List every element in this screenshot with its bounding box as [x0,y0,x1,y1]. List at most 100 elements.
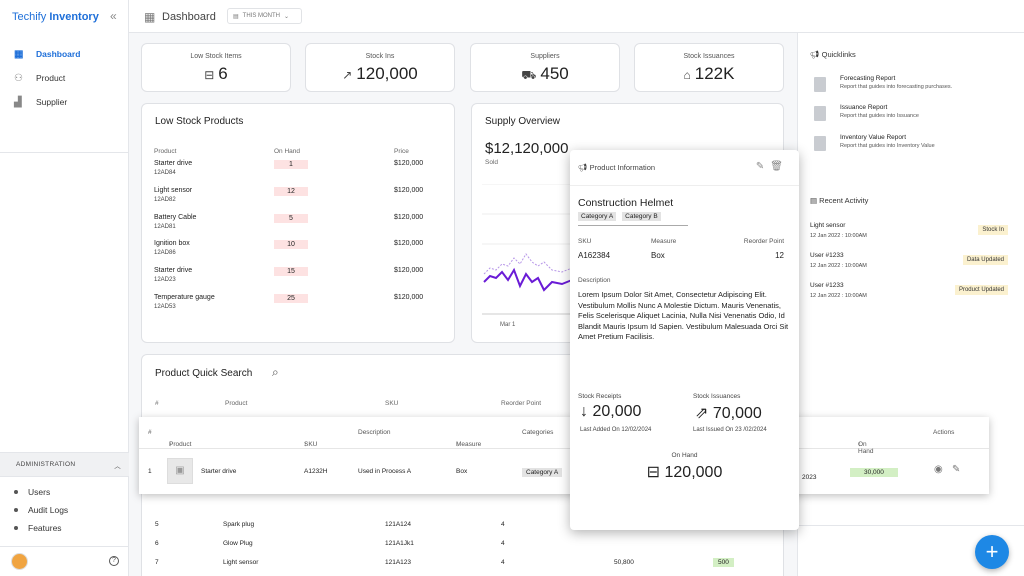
receipts-number: 20,000 [592,403,642,420]
product-name: Starter drive [154,160,193,167]
row-sku: A1232H [304,468,328,475]
table-row[interactable]: Light sensor 12AD82 12 $120,000 [154,185,434,212]
stat-stock-ins[interactable]: Stock Ins ↗ 120,000 [305,43,455,92]
col-header: Categories [522,429,554,436]
admin-item-label: Features [28,523,62,533]
col-header: Description [358,429,391,436]
table-row[interactable]: Temperature gauge 12AD53 25 $120,000 [154,292,434,319]
bullet-icon [14,508,18,512]
image-placeholder-icon: ▣ [167,458,193,484]
collapse-sidebar-icon[interactable]: « [110,9,117,23]
help-icon[interactable]: ? [109,556,119,566]
table-row[interactable]: Ignition box 12AD86 10 $120,000 [154,238,434,265]
col-header: On Hand [274,147,301,155]
megaphone-icon: 📢︎ [578,163,590,172]
bullet-icon [14,490,18,494]
low-stock-table: Product On Hand Price Starter drive 12AD8… [154,144,434,319]
table-row[interactable]: 1 ▣ Starter drive A1232H Used in Process… [139,449,989,494]
activity-time: 12 Jan 2022 : 10:00AM [810,293,867,299]
sort-icon: ↑ [304,441,308,448]
stat-value: 6 [218,64,228,83]
edit-icon[interactable]: ✎ [755,161,771,172]
card-title: Supply Overview [485,116,561,127]
activity-time: 12 Jan 2022 : 10:00AM [810,233,867,239]
stat-low-stock[interactable]: Low Stock Items ⊟ 6 [141,43,291,92]
nav-item-supplier[interactable]: ▟ Supplier [14,90,80,114]
list-item[interactable]: 6 Glow Plug 121A1Jk1 4 [155,534,795,553]
admin-section-toggle[interactable]: ADMINISTRATION ︿ [0,452,129,477]
users-icon: ⚇ [14,72,23,84]
quicklinks-title-text: Quicklinks [821,50,856,59]
nav-item-dashboard[interactable]: ▦ Dashboard [14,42,80,66]
nav-item-product[interactable]: ⚇ Product [14,66,80,90]
table-row[interactable]: Battery Cable 12AD81 5 $120,000 [154,212,434,239]
admin-item-features[interactable]: Features [14,519,68,537]
col-header-label: Product [169,441,192,448]
col-header: Price [394,147,409,155]
sort-icon: ↑ [456,441,460,448]
admin-title: ADMINISTRATION [16,461,76,468]
product-name: Battery Cable [154,213,197,221]
price-cell: $120,000 [394,267,424,275]
row-product: Spark plug [223,521,255,528]
description-label: Description [578,277,611,284]
row-product: Starter drive [201,468,237,475]
activity-item[interactable]: User #1233 12 Jan 2022 : 10:00AM Data Upda… [810,252,1012,276]
megaphone-icon: 📢︎ [810,50,822,59]
activity-title: Light sensor [810,222,846,229]
on-hand-badge: 15 [274,267,308,277]
stat-value: 450 [540,64,569,83]
col-header-label: SKU [304,441,318,448]
home-icon: ⌂ [683,68,691,82]
list-item[interactable]: 7 Light sensor 121A123 4 50,800 500 [155,553,795,572]
card-title: Product Quick Search [155,368,253,379]
avatar[interactable] [11,553,28,570]
activity-item[interactable]: User #1233 12 Jan 2022 : 10:00AM Product U… [810,282,1012,306]
view-icon[interactable]: ◉ [934,464,943,475]
price-cell: $120,000 [394,160,424,167]
stat-stock-issuances[interactable]: Stock Issuances ⌂ 122K [634,43,784,92]
card-title: Low Stock Products [155,116,244,127]
product-name: Starter drive [154,267,193,275]
edit-icon[interactable]: ✎ [952,464,961,475]
nav-label: Dashboard [36,49,81,59]
stat-suppliers[interactable]: Suppliers ⛟ 450 [470,43,620,92]
archive-icon: ⊟ [646,464,661,481]
supply-chart: Mar 1 [482,184,582,328]
period-select[interactable]: ▤ THIS MONTH ⌄ [227,8,302,24]
col-header: # [148,429,152,436]
admin-item-users[interactable]: Users [14,483,68,501]
product-sku: 12AD86 [154,250,176,257]
row-reorder: 4 [501,521,505,528]
nav-label: Supplier [36,97,68,107]
activity-item[interactable]: Light sensor 12 Jan 2022 : 10:00AM Stock I… [810,222,1012,246]
receipts-sub: Last Added On 12/02/2024 [580,427,652,433]
divider [570,185,799,186]
table-row[interactable]: Starter drive 12AD23 15 $120,000 [154,265,434,292]
trash-icon[interactable]: 🗑︎ [770,161,789,172]
product-cell: Battery Cable 12AD81 [154,212,274,239]
product-sku: 12AD53 [154,303,176,310]
on-hand-badge: 1 [274,160,308,169]
row-sku: 121A1Jk1 [385,540,414,547]
issuances-label: Stock Issuances [693,393,741,400]
add-button[interactable]: + [975,535,1009,569]
search-icon[interactable]: ⌕ [272,365,279,379]
stat-value: 120,000 [356,64,418,83]
sku-label: SKU [578,238,592,245]
stat-label: Stock Ins [365,53,395,60]
modal-header-text: Product Information [589,163,656,172]
on-hand-value: ⊟ 120,000 [570,462,799,482]
table-row[interactable]: Starter drive 12AD84 1 $120,000 [154,158,434,185]
admin-item-audit-logs[interactable]: Audit Logs [14,501,68,519]
recent-activity-title-text: Recent Activity [819,196,869,205]
calendar-icon: ▤ [233,13,239,20]
reorder-value: 12 [775,251,784,260]
category-tags: Category A Category B [578,212,661,221]
quicklink-sub: Report that guides into forecasting purc… [840,84,953,90]
app-logo[interactable]: Techify Inventory [12,11,99,23]
admin-item-label: Audit Logs [28,505,69,515]
row-reorder: 4 [501,540,505,547]
list-item[interactable]: 5 Spark plug 121A124 4 [155,515,795,534]
receipts-value: ↓ 20,000 [580,403,641,421]
